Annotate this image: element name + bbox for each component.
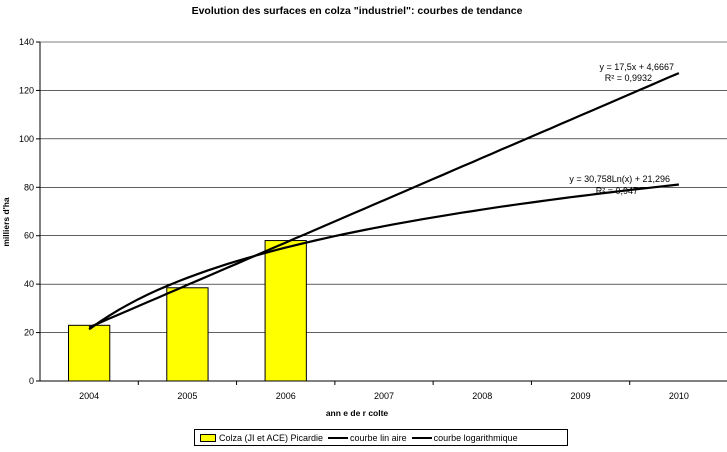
legend-swatch-bars	[200, 433, 216, 442]
y-tick-label: 120	[19, 85, 34, 95]
linear-trend-label: y = 17,5x + 4,6667 R² = 0,9932	[599, 62, 674, 83]
legend-item-linear: courbe lin aire	[328, 433, 407, 443]
x-tick-label: 2009	[571, 391, 591, 401]
axes	[39, 42, 727, 382]
bar-2006	[264, 240, 307, 382]
bar-2004	[68, 324, 111, 382]
linear-trend-r2: R² = 0,9932	[605, 73, 652, 83]
legend: Colza (JI et ACE) Picardie courbe lin ai…	[194, 429, 568, 446]
bars	[68, 240, 307, 382]
legend-item-log: courbe logarithmique	[411, 432, 518, 443]
y-tick-label: 0	[29, 376, 34, 386]
legend-swatch-log	[411, 436, 432, 439]
legend-swatch-linear	[328, 436, 349, 439]
log-trend-equation: y = 30,758Ln(x) + 21,296	[569, 174, 670, 184]
bar-2005	[166, 287, 209, 382]
y-axis-title: milliers d'ha	[1, 197, 11, 247]
legend-label-log: courbe logarithmique	[433, 432, 518, 443]
trend-lines	[88, 72, 680, 331]
log-trend-r2: R² = 0,947	[596, 186, 638, 196]
y-tick-label: 40	[24, 279, 34, 289]
y-tick-label: 80	[24, 182, 34, 192]
x-axis-title: ann e de r colte	[326, 408, 389, 418]
legend-label-bars: Colza (JI et ACE) Picardie	[219, 432, 324, 443]
x-tick-label: 2004	[79, 391, 99, 401]
y-tick-labels: 0 20 40 60 80 100 120 140	[19, 37, 40, 386]
linear-trend-line	[88, 72, 680, 329]
y-tick-label: 140	[19, 37, 34, 47]
gridlines	[40, 41, 727, 333]
y-tick-label: 100	[19, 134, 34, 144]
log-trend-line	[88, 183, 680, 331]
y-tick-label: 20	[24, 328, 34, 338]
legend-item-bars: Colza (JI et ACE) Picardie	[200, 433, 323, 443]
x-tick-label: 2006	[276, 391, 296, 401]
x-tick-label: 2005	[177, 391, 197, 401]
legend-label-linear: courbe lin aire	[350, 432, 407, 443]
linear-trend-equation: y = 17,5x + 4,6667	[599, 62, 674, 72]
x-tick-label: 2010	[669, 391, 689, 401]
x-tick-label: 2008	[472, 391, 492, 401]
y-tick-label: 60	[24, 231, 34, 241]
chart-title: Evolution des surfaces en colza "industr…	[192, 5, 523, 17]
x-tick-labels: 2004 2005 2006 2007 2008 2009 2010	[79, 381, 689, 401]
x-tick-label: 2007	[374, 391, 394, 401]
log-trend-label: y = 30,758Ln(x) + 21,296 R² = 0,947	[569, 174, 670, 196]
